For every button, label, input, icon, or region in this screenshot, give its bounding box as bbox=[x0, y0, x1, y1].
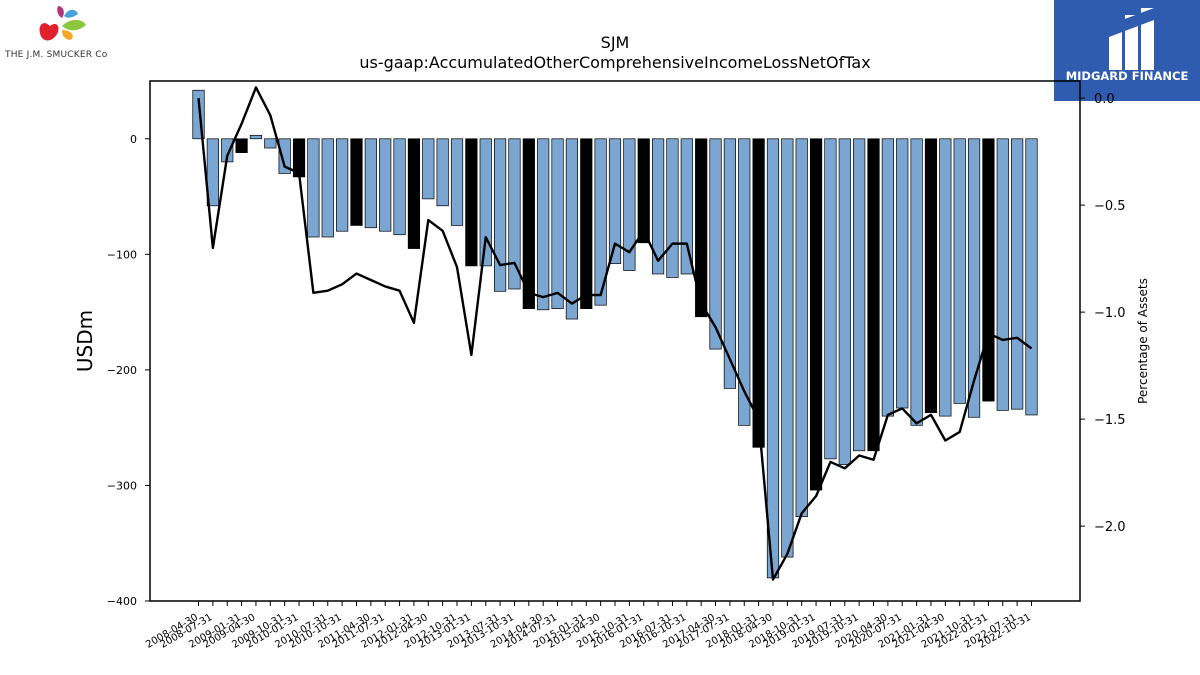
bar bbox=[321, 138, 334, 238]
bar bbox=[565, 138, 579, 320]
x-axis-ticks: 2008-04-302009-01-312009-10-312010-07-31… bbox=[144, 601, 1033, 651]
y-tick-label: −100 bbox=[107, 248, 137, 261]
bar bbox=[537, 138, 550, 311]
bar bbox=[407, 138, 421, 249]
y-tick-label: −200 bbox=[107, 364, 137, 377]
bar bbox=[766, 138, 780, 579]
bar bbox=[924, 138, 938, 413]
smucker-logo-text: THE J.M. SMUCKER Co bbox=[5, 50, 108, 60]
bar bbox=[824, 138, 837, 460]
bar bbox=[393, 138, 406, 236]
y-right-tick-label: −1.0 bbox=[1094, 306, 1126, 321]
bar bbox=[522, 138, 535, 309]
bar bbox=[738, 138, 751, 426]
midgard-logo-text: MIDGARD FINANCE bbox=[1065, 69, 1189, 83]
line-layer bbox=[197, 86, 1033, 581]
y-axis-label: USDm bbox=[73, 310, 97, 372]
bar bbox=[838, 138, 851, 465]
bars bbox=[192, 89, 1038, 579]
series-line bbox=[197, 86, 1033, 581]
y-right-tick-label: −1.5 bbox=[1094, 413, 1126, 428]
bar bbox=[939, 138, 952, 417]
bar bbox=[666, 138, 679, 278]
bar bbox=[206, 138, 219, 207]
bar bbox=[307, 138, 320, 238]
bar bbox=[996, 138, 1009, 411]
bar bbox=[278, 138, 291, 174]
bar bbox=[867, 138, 880, 452]
bar bbox=[637, 138, 650, 244]
bar bbox=[336, 138, 349, 232]
bar bbox=[809, 138, 823, 491]
bar bbox=[881, 138, 894, 417]
bar bbox=[623, 138, 636, 271]
bar bbox=[723, 138, 736, 389]
bar bbox=[594, 138, 607, 306]
bar bbox=[235, 138, 248, 153]
bar bbox=[910, 138, 923, 426]
bar bbox=[264, 138, 277, 149]
bar bbox=[422, 138, 435, 200]
y-tick-label: −400 bbox=[107, 595, 137, 608]
bar bbox=[608, 138, 622, 264]
smucker-logo-icon bbox=[39, 6, 86, 41]
bar bbox=[752, 138, 765, 448]
bar bbox=[795, 138, 808, 517]
bar bbox=[781, 138, 794, 558]
bar bbox=[651, 138, 665, 275]
bar bbox=[551, 138, 564, 309]
midgard-logo-icon bbox=[1109, 8, 1154, 70]
bar bbox=[967, 138, 981, 418]
bar bbox=[709, 138, 722, 350]
y-tick-label: 0 bbox=[130, 133, 137, 146]
chart-title: SJM bbox=[601, 33, 630, 52]
y-right-tick-label: 0.0 bbox=[1094, 92, 1115, 107]
bar bbox=[450, 138, 464, 226]
y-right-tick-label: −2.0 bbox=[1094, 520, 1126, 535]
bar bbox=[896, 138, 909, 409]
bar bbox=[379, 138, 392, 232]
bar bbox=[494, 138, 507, 292]
bar bbox=[350, 138, 363, 226]
midgard-finance-logo: MIDGARD FINANCE bbox=[1054, 0, 1200, 101]
chart-subtitle: us-gaap:AccumulatedOtherComprehensiveInc… bbox=[359, 53, 870, 72]
bar bbox=[364, 138, 377, 229]
bar bbox=[853, 138, 866, 452]
bar bbox=[695, 138, 708, 318]
bar bbox=[953, 138, 966, 404]
y-tick-label: −300 bbox=[107, 479, 137, 492]
bar bbox=[249, 134, 263, 140]
bar bbox=[479, 138, 492, 267]
bar bbox=[192, 89, 205, 140]
bar bbox=[465, 138, 478, 267]
bar bbox=[580, 138, 593, 309]
smucker-logo: THE J.M. SMUCKER Co bbox=[0, 0, 130, 70]
y-axis-ticks: 0 −100 −200 −300 −400 bbox=[107, 133, 150, 608]
y-axis-right-label: Percentage of Assets bbox=[1136, 278, 1150, 404]
bar bbox=[508, 138, 521, 290]
y-right-tick-label: −0.5 bbox=[1094, 199, 1126, 214]
bar bbox=[436, 138, 449, 207]
bar bbox=[982, 138, 995, 402]
bar bbox=[1011, 138, 1024, 410]
y-axis-right-ticks: 0.0 −0.5 −1.0 −1.5 −2.0 bbox=[1080, 92, 1126, 535]
bar bbox=[1025, 138, 1038, 416]
bar bbox=[680, 138, 693, 275]
